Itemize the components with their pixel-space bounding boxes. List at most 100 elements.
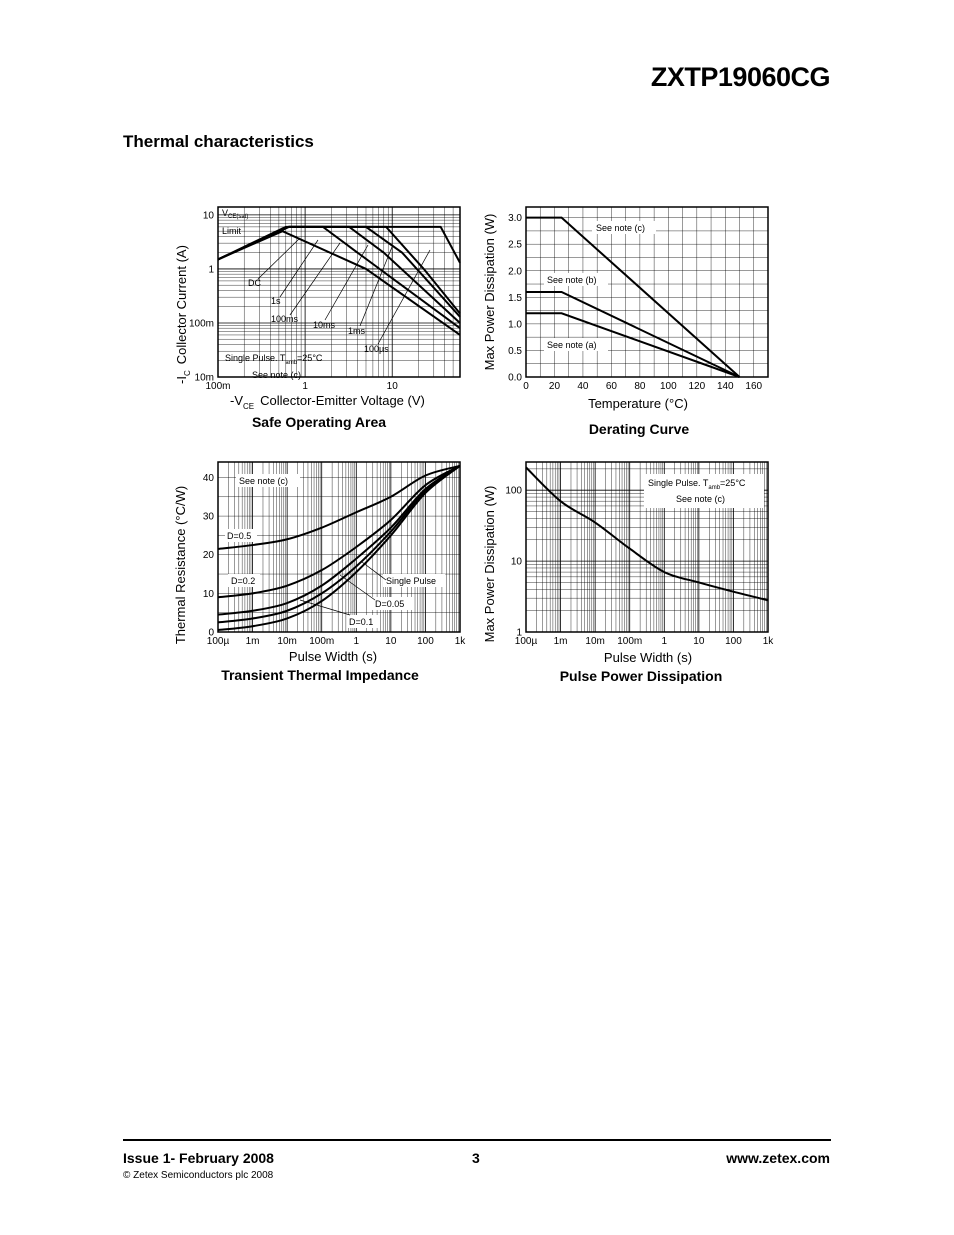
y-tick-label: 10m <box>195 373 214 384</box>
y-tick-label: 40 <box>203 473 215 484</box>
series-line <box>217 465 461 624</box>
transient-label-d05: D=0.5 <box>227 531 251 541</box>
footer-copyright: © Zetex Semiconductors plc 2008 <box>123 1170 274 1181</box>
transient-label-single-bg <box>383 574 445 587</box>
x-tick-label: 10 <box>385 636 397 647</box>
soa-leader-100us <box>377 249 431 345</box>
transient-leader-d01 <box>299 599 351 616</box>
soa-label-dc: DC <box>248 278 261 288</box>
soa-title: Safe Operating Area <box>252 414 386 430</box>
y-tick-label: 1 <box>516 628 522 639</box>
x-tick-label: 40 <box>577 381 589 392</box>
soa-leader-100ms <box>289 242 341 316</box>
y-tick-label: 1.0 <box>508 319 522 330</box>
x-tick-label: 120 <box>688 381 705 392</box>
x-tick-label: 10m <box>585 636 604 647</box>
footer-divider <box>123 1139 831 1141</box>
y-tick-label: 10 <box>203 589 215 600</box>
pulse-x-axis-label: Pulse Width (s) <box>604 650 692 665</box>
derating-title: Derating Curve <box>589 421 690 437</box>
x-tick-label: 1k <box>455 636 467 647</box>
x-tick-label: 140 <box>717 381 734 392</box>
x-tick-label: 1 <box>302 381 308 392</box>
x-tick-label: 80 <box>634 381 646 392</box>
series-line <box>217 225 461 264</box>
footer-issue: Issue 1- February 2008 <box>123 1150 274 1166</box>
soa-leader-1s <box>279 239 319 298</box>
soa-label-100us: 100µs <box>364 344 389 354</box>
footer-website: www.zetex.com <box>726 1150 830 1166</box>
x-tick-label: 1m <box>246 636 260 647</box>
y-tick-label: 30 <box>203 512 215 523</box>
y-tick-label: 20 <box>203 550 215 561</box>
y-tick-label: 10 <box>511 557 523 568</box>
section-title: Thermal characteristics <box>123 132 314 151</box>
soa-label-1s: 1s <box>271 296 281 306</box>
x-tick-label: 60 <box>606 381 618 392</box>
x-tick-label: 100µ <box>207 636 230 647</box>
soa-label-100ms: 100ms <box>271 314 299 324</box>
pulse-y-axis-label: Max Power Dissipation (W) <box>482 486 497 643</box>
transient-label-d05-bg <box>225 529 257 542</box>
derating-note-b-label: See note (b) <box>547 275 597 285</box>
pulse-annotation-bg <box>644 474 764 508</box>
soa-limit-label: Limit <box>222 226 242 236</box>
series-line <box>217 465 461 616</box>
y-tick-label: 10 <box>203 210 215 221</box>
y-tick-label: 1.5 <box>508 293 522 304</box>
transient-y-axis-label: Thermal Resistance (°C/W) <box>173 486 188 644</box>
x-tick-label: 1m <box>554 636 568 647</box>
soa-label-1ms: 1ms <box>348 326 366 336</box>
derating-x-axis-label: Temperature (°C) <box>588 396 688 411</box>
y-tick-label: 0.5 <box>508 346 522 357</box>
series-line <box>217 464 461 599</box>
soa-see-note-label: See note (c) <box>252 370 301 380</box>
transient-note-label: See note (c) <box>239 476 288 486</box>
plot-frame <box>217 206 461 378</box>
x-tick-label: 100 <box>660 381 677 392</box>
y-tick-label: 0.0 <box>508 373 522 384</box>
x-tick-label: 1 <box>354 636 360 647</box>
y-tick-label: 2.0 <box>508 266 522 277</box>
derating-note-b-bg <box>544 273 608 286</box>
transient-label-d02: D=0.2 <box>231 576 255 586</box>
transient-title: Transient Thermal Impedance <box>221 667 419 683</box>
derating-note-c-label: See note (c) <box>596 223 645 233</box>
plot-frame <box>217 461 461 633</box>
x-tick-label: 0 <box>523 381 529 392</box>
y-tick-label: 1 <box>208 264 214 275</box>
plot-frame <box>525 461 769 633</box>
y-tick-label: 2.5 <box>508 240 522 251</box>
series-line <box>526 312 740 378</box>
x-tick-label: 160 <box>745 381 762 392</box>
x-tick-label: 10m <box>277 636 296 647</box>
soa-single-pulse-label: Single Pulse. Tamb=25°C <box>225 353 323 366</box>
x-tick-label: 100m <box>309 636 334 647</box>
soa-label-10ms: 10ms <box>313 320 336 330</box>
derating-y-axis-label: Max Power Dissipation (W) <box>482 214 497 371</box>
x-tick-label: 20 <box>549 381 561 392</box>
transient-label-d01: D=0.1 <box>349 617 373 627</box>
x-tick-label: 100µ <box>515 636 538 647</box>
x-tick-label: 10 <box>693 636 705 647</box>
soa-leader-dc <box>257 237 301 280</box>
transient-label-d005: D=0.05 <box>375 599 404 609</box>
pulse-title: Pulse Power Dissipation <box>560 668 723 684</box>
soa-leader-10ms <box>324 244 369 321</box>
derating-note-a-bg <box>544 338 608 351</box>
x-tick-label: 10 <box>387 381 399 392</box>
x-tick-label: 1 <box>662 636 668 647</box>
derating-note-a-label: See note (a) <box>547 340 597 350</box>
part-number: ZXTP19060CG <box>650 62 831 92</box>
transient-leader-d005 <box>339 574 376 601</box>
x-tick-label: 100m <box>205 381 230 392</box>
pulse-single-pulse-label: Single Pulse. Tamb=25°C <box>648 478 746 491</box>
series-line <box>217 464 461 550</box>
x-tick-label: 100 <box>417 636 434 647</box>
series-line <box>217 465 461 632</box>
y-tick-label: 0 <box>208 628 214 639</box>
y-tick-label: 100 <box>505 486 522 497</box>
transient-label-d01-bg <box>347 615 379 628</box>
